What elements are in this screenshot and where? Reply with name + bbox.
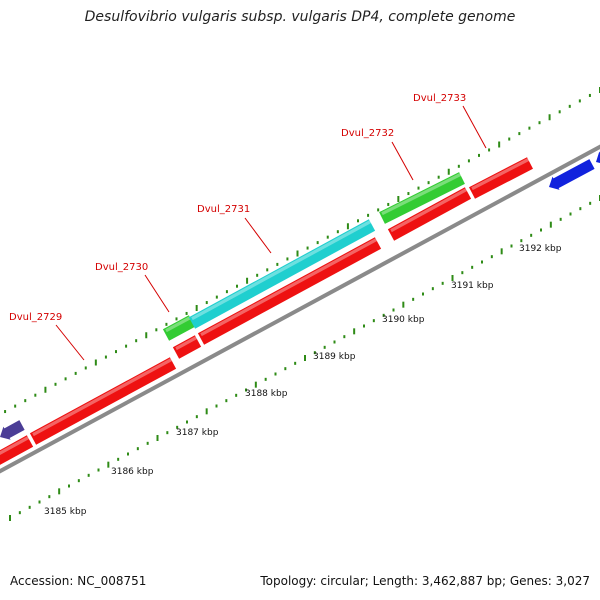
feature-red-5 <box>387 187 472 241</box>
map-title: Desulfovibrio vulgaris subsp. vulgaris D… <box>84 9 516 25</box>
feature-red-1-highlight <box>0 435 31 456</box>
gene-label-leader <box>462 105 487 149</box>
feature-red-3 <box>172 335 202 359</box>
feature-red-2-body <box>29 357 177 445</box>
feature-green-1-body <box>162 315 196 341</box>
feature-red-1 <box>0 435 34 465</box>
feature-blue-1 <box>549 159 595 190</box>
gene-label: Dvul_2731 <box>197 204 250 215</box>
feature-red-3-highlight <box>175 335 199 351</box>
feature-red-6 <box>469 157 533 199</box>
feature-blue-2-body <box>596 151 600 163</box>
kbp-label: 3186 kbp <box>111 467 154 477</box>
feature-green-2-body <box>379 172 465 224</box>
accession-text: Accession: NC_008751 <box>10 574 147 588</box>
feature-purple <box>0 420 25 440</box>
feature-cyan-highlight <box>191 219 373 321</box>
gene-label: Dvul_2732 <box>341 128 394 139</box>
feature-green-1 <box>162 315 196 341</box>
gene-label: Dvul_2730 <box>95 262 148 273</box>
kbp-label: 3190 kbp <box>382 315 425 325</box>
feature-blue-2 <box>596 151 600 163</box>
feature-red-1-body <box>0 435 34 465</box>
kbp-label: 3192 kbp <box>519 244 562 254</box>
gene-labels: Dvul_2729 Dvul_2730 Dvul_2731 Dvul_2732 Dvul… <box>9 93 487 361</box>
feature-red-6-highlight <box>471 157 531 191</box>
kbp-label: 3185 kbp <box>44 507 87 517</box>
gene-label-leader <box>55 324 85 361</box>
kbp-label: 3191 kbp <box>451 281 494 291</box>
feature-red-6-body <box>469 157 533 199</box>
feature-red-4-highlight <box>200 237 379 337</box>
kbp-label: 3189 kbp <box>313 352 356 362</box>
feature-red-4 <box>197 237 382 345</box>
feature-red-3-body <box>172 335 202 359</box>
feature-red-2 <box>29 357 177 445</box>
gene-features <box>0 151 600 465</box>
feature-cyan <box>188 219 376 329</box>
feature-cyan-body <box>188 219 376 329</box>
gene-label: Dvul_2729 <box>9 312 62 323</box>
feature-red-4-body <box>197 237 382 345</box>
gene-label-leader <box>391 141 414 181</box>
feature-purple-body <box>0 420 25 440</box>
feature-red-5-body <box>387 187 472 241</box>
gene-label-leader <box>244 217 272 254</box>
feature-red-5-highlight <box>390 187 469 233</box>
tick-marks <box>4 87 600 521</box>
feature-red-2-highlight <box>32 357 174 437</box>
kbp-label: 3187 kbp <box>176 428 219 438</box>
gene-label-leader <box>144 274 170 313</box>
feature-green-2 <box>379 172 465 224</box>
kbp-labels: 3185 kbp 3186 kbp 3187 kbp 3188 kbp 3189 kbp… <box>44 244 562 517</box>
genome-backbone <box>0 144 600 474</box>
gene-label: Dvul_2733 <box>413 93 466 104</box>
feature-green-1-highlight <box>165 315 193 333</box>
genome-stats: Topology: circular; Length: 3,462,887 bp… <box>260 574 590 588</box>
feature-blue-1-body <box>549 159 595 190</box>
kbp-label: 3188 kbp <box>245 389 288 399</box>
feature-green-2-highlight <box>381 172 463 216</box>
